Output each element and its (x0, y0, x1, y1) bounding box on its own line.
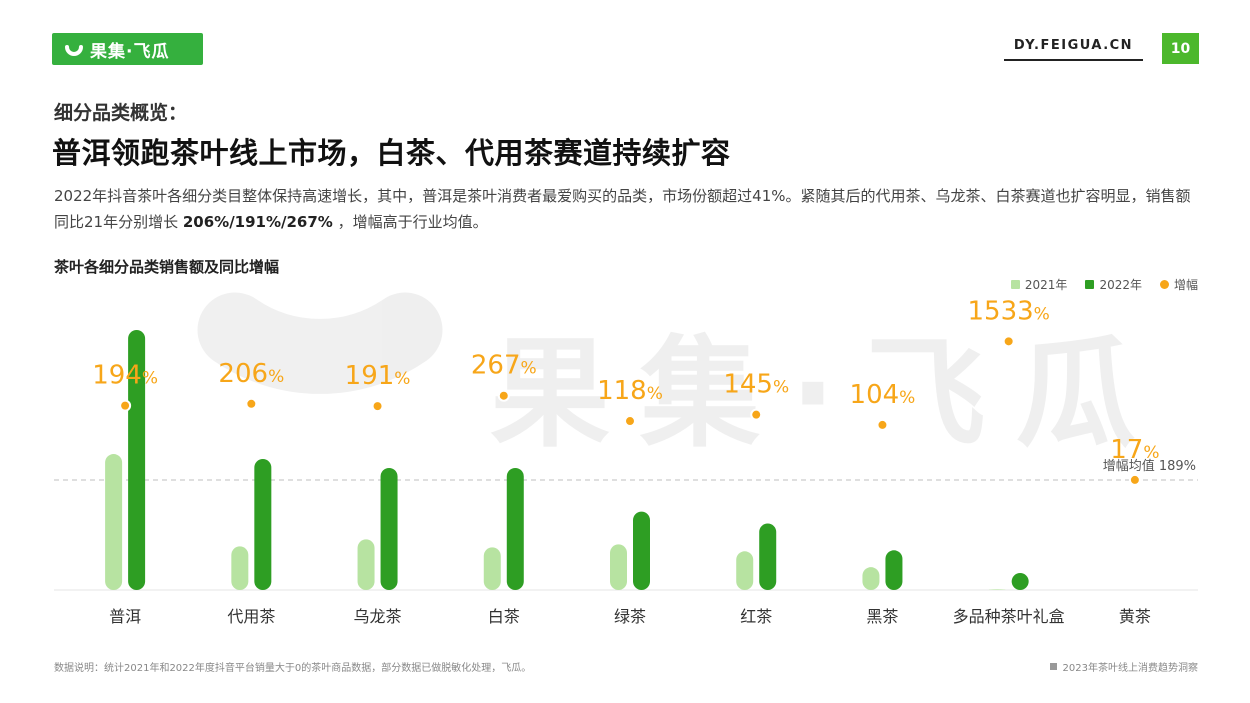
bar-2022 (885, 550, 903, 590)
bar-2022 (759, 523, 777, 590)
bar-2022 (633, 511, 650, 590)
legend-label-2022: 2022年 (1099, 278, 1142, 292)
growth-dot (119, 399, 132, 412)
report-name: 2023年茶叶线上消费趋势洞察 (1049, 659, 1198, 674)
growth-dot (750, 408, 763, 421)
legend-item-2022: 2022年 (1085, 276, 1142, 293)
description-bold: 206%/191%/267% (182, 213, 333, 231)
growth-dot (624, 415, 636, 428)
growth-dot (245, 397, 258, 410)
legend-swatch-2022 (1085, 280, 1095, 289)
growth-label: 104% (850, 380, 916, 410)
bar-2022 (1011, 573, 1029, 590)
average-line-label: 增幅均值 189% (1103, 458, 1196, 474)
growth-dot (876, 418, 889, 431)
watermark-logo-icon (197, 292, 443, 394)
legend-label-2021: 2021年 (1024, 278, 1068, 292)
bar-2022 (506, 467, 524, 590)
growth-label: 145% (723, 370, 789, 400)
growth-dot (1002, 335, 1015, 348)
logo-text: 果集·飞瓜 (90, 41, 170, 62)
category-label: 乌龙茶 (354, 607, 402, 626)
category-label: 黑茶 (866, 607, 898, 626)
watermark: 果集·飞瓜 (197, 292, 1166, 464)
growth-label: 206% (218, 359, 284, 389)
growth-label: 191% (345, 361, 411, 391)
page-number: 10 (1162, 33, 1199, 64)
growth-dot (371, 400, 384, 413)
report-name-text: 2023年茶叶线上消费趋势洞察 (1062, 663, 1198, 674)
bar-2021 (357, 539, 375, 590)
bar-2021 (483, 547, 501, 590)
legend-label-growth: 增幅 (1173, 278, 1198, 292)
growth-label: 194% (92, 361, 158, 391)
bar-2021 (610, 544, 627, 590)
category-label: 红茶 (740, 607, 772, 626)
growth-label: 118% (597, 376, 663, 406)
description-text-before: 2022年抖音茶叶各细分类目整体保持高速增长，其中，普洱是茶叶消费者最爱购买的品… (54, 187, 1191, 231)
growth-label: 267% (471, 351, 537, 381)
site-url: DY.FEIGUA.CN (1004, 38, 1143, 61)
bar-2022 (254, 459, 272, 590)
bar-2022 (380, 467, 398, 590)
bar-2021 (988, 589, 1006, 590)
chart-title: 茶叶各细分品类销售额及同比增幅 (54, 258, 280, 276)
footnote: 数据说明：统计2021年和2022年度抖音平台销量大于0的茶叶商品数据，部分数据… (54, 663, 532, 674)
bar-2022 (128, 330, 146, 590)
legend-item-growth: 增幅 (1159, 276, 1198, 293)
category-label: 黄茶 (1119, 607, 1151, 626)
growth-label: 1533% (968, 296, 1050, 326)
brand-logo: 果集·飞瓜 (52, 33, 203, 65)
category-label: 代用茶 (227, 607, 275, 626)
chart-legend: 2021年 2022年 增幅 (1010, 276, 1198, 293)
logo-mark-icon (65, 45, 83, 56)
growth-dot (1128, 473, 1141, 486)
growth-dot (497, 389, 510, 402)
bar-2021 (105, 454, 123, 590)
bar-2021 (862, 567, 880, 590)
description-text-after: ，增幅高于行业均值。 (332, 213, 488, 231)
legend-item-2021: 2021年 (1010, 276, 1068, 293)
description: 2022年抖音茶叶各细分类目整体保持高速增长，其中，普洱是茶叶消费者最爱购买的品… (54, 183, 1204, 235)
category-label: 普洱 (109, 607, 141, 626)
report-square-icon (1049, 663, 1057, 670)
legend-swatch-2021 (1010, 280, 1020, 289)
page-title: 普洱领跑茶叶线上市场，白茶、代用茶赛道持续扩容 (52, 136, 731, 170)
category-label: 白茶 (488, 607, 520, 626)
legend-dot-growth (1159, 280, 1169, 289)
bar-2021 (231, 546, 249, 590)
bar-2021 (736, 551, 754, 590)
watermark-text: 果集·飞瓜 (490, 325, 1166, 464)
category-label: 绿茶 (614, 607, 646, 626)
section-subtitle: 细分品类概览： (54, 102, 188, 124)
category-label: 多品种茶叶礼盒 (953, 607, 1065, 626)
growth-label: 17% (1110, 435, 1159, 465)
